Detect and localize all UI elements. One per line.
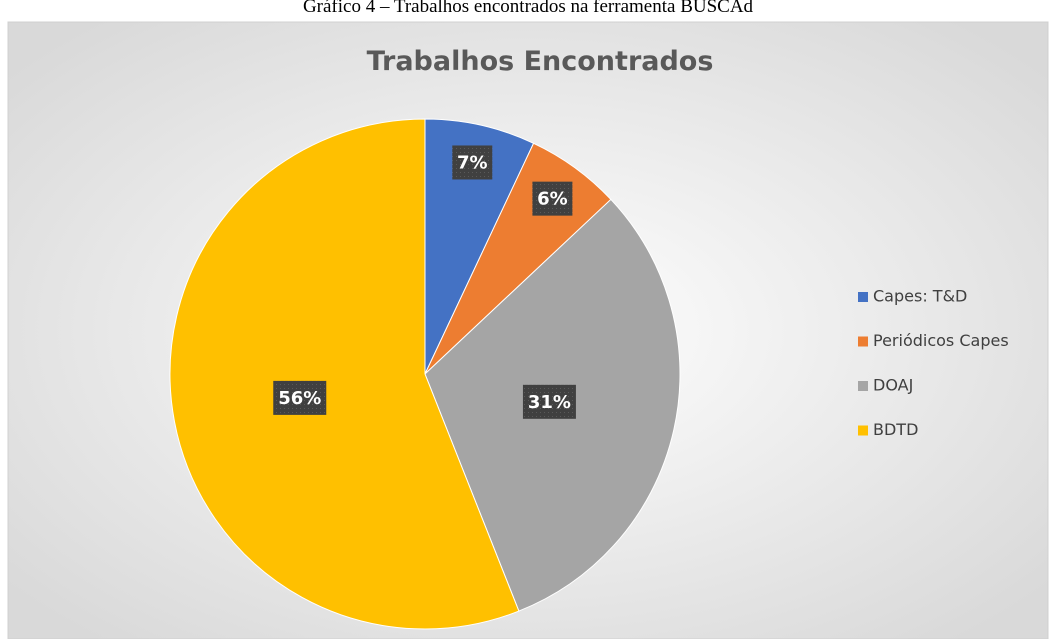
legend-swatch <box>858 292 868 302</box>
data-label-box <box>532 181 573 216</box>
data-label-box <box>273 380 327 415</box>
legend-label: Capes: T&D <box>873 287 967 306</box>
chart-title: Trabalhos Encontrados <box>367 46 714 77</box>
data-label-box <box>452 145 493 180</box>
data-label: 7% <box>457 152 488 173</box>
data-label: 6% <box>537 189 568 210</box>
data-label-box <box>522 384 576 419</box>
legend-label: Periódicos Capes <box>873 331 1009 350</box>
legend-swatch <box>858 425 868 436</box>
data-label: 56% <box>278 388 321 409</box>
pie-slice <box>424 118 535 375</box>
legend-swatch <box>858 381 868 391</box>
data-label: 31% <box>528 392 571 413</box>
legend-label: BDTD <box>873 420 918 439</box>
caption: Gráfico 4 – Trabalhos encontrados na fer… <box>303 0 754 17</box>
legend-swatch <box>858 336 868 347</box>
pie-slice <box>169 118 520 630</box>
legend-label: DOAJ <box>873 376 913 395</box>
